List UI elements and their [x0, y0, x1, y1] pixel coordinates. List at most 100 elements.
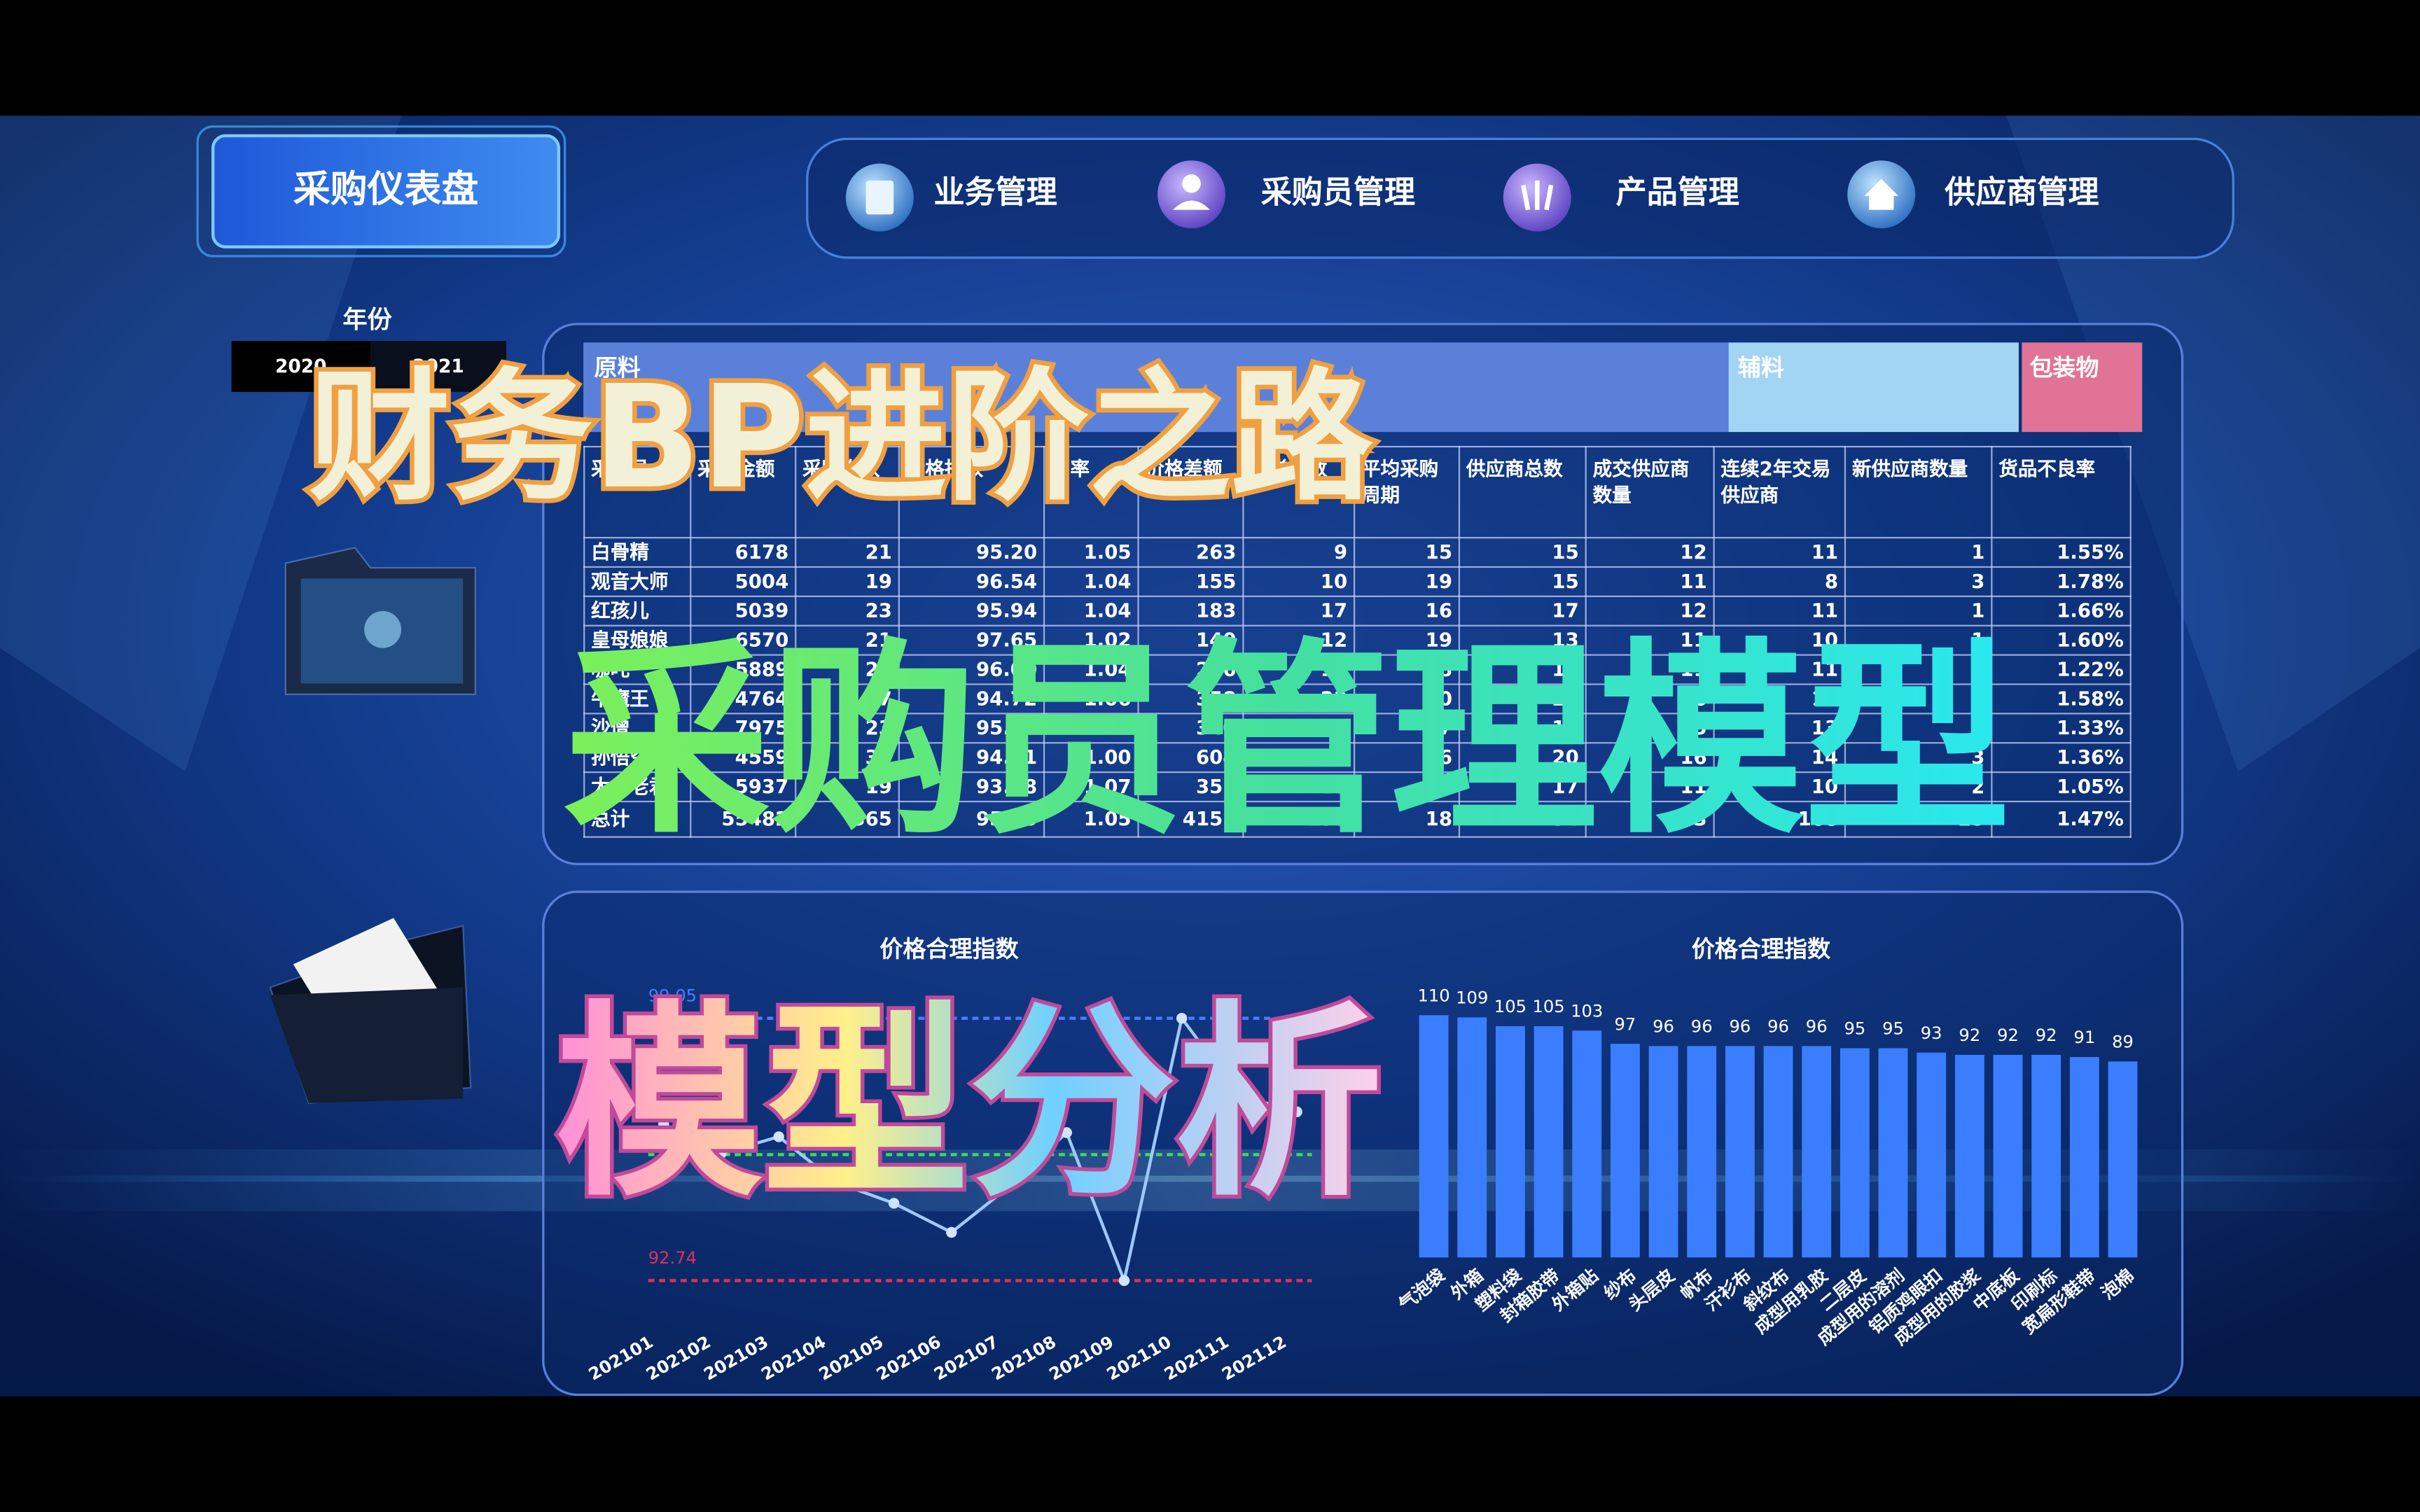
table-cell: 19	[1353, 566, 1461, 597]
value-label: 93	[1921, 1023, 1942, 1043]
line-point	[716, 1147, 727, 1159]
table-cell: 19	[795, 771, 900, 803]
table-cell: 34	[1458, 800, 1587, 838]
line-point	[1176, 1012, 1188, 1024]
table-cell: 20	[795, 654, 900, 685]
nav-icon	[1157, 160, 1226, 229]
table-cell: 12	[1585, 595, 1715, 626]
table-cell: 604	[1137, 742, 1244, 774]
value-label: 92	[2036, 1025, 2057, 1045]
table-cell: 1.05	[1043, 537, 1139, 568]
table-cell: 16	[1353, 742, 1461, 774]
table-cell: 11	[1713, 595, 1847, 626]
nav-item[interactable]: 产品管理	[1616, 175, 1739, 211]
table-cell: 1.78%	[1991, 566, 2132, 597]
table-cell: 1.05	[1043, 800, 1139, 838]
table-cell: 3	[1844, 742, 1993, 774]
table-cell: 17	[1458, 595, 1587, 626]
table-cell: 1.06	[1043, 683, 1139, 715]
column-header: 采购金额	[690, 445, 797, 539]
table-row: 红孩儿 5039 23 95.94 1.04 183 17 16 17 12 11 1 1.66%	[583, 595, 2132, 626]
table-cell: 5004	[690, 566, 797, 597]
value-label: 97	[1614, 1014, 1636, 1034]
bar	[1725, 1046, 1755, 1258]
table-cell: 2	[1844, 771, 1993, 803]
table-cell: 20	[1353, 683, 1461, 715]
nav-icon-glyph	[1864, 178, 1899, 210]
year-option[interactable]: 2021	[412, 356, 464, 377]
table-cell: 30	[795, 742, 900, 774]
column-header: 成交供应商数量	[1585, 445, 1715, 539]
nav-item[interactable]: 供应商管理	[1945, 175, 2099, 211]
line-point	[946, 1226, 957, 1238]
year-option[interactable]: 2020	[275, 356, 327, 377]
table-cell: 11	[1585, 624, 1715, 656]
value-label: 95	[1882, 1018, 1904, 1039]
table-cell: 21	[1242, 742, 1356, 774]
table-cell: 365	[795, 800, 900, 838]
light-beam	[0, 115, 402, 772]
table-cell: 15	[1458, 537, 1587, 568]
table-cell: 8	[1713, 566, 1847, 597]
table-cell: 19	[795, 566, 900, 597]
value-label: 92	[1959, 1025, 1980, 1045]
table-cell: 18	[1353, 800, 1461, 838]
table-cell: 牛魔王	[583, 683, 692, 715]
table-cell: 1.47%	[1991, 800, 2132, 838]
table-cell: 11	[1585, 654, 1715, 685]
table-cell: 沙僧	[583, 713, 692, 744]
table-cell: 6178	[690, 537, 797, 568]
table-row: 太上老君 5937 19 93.18 1.07 351 13 21 17 11 10 2 1.05%	[583, 771, 2132, 803]
table-cell: 216	[1137, 654, 1244, 685]
table-cell: 19	[1353, 624, 1461, 656]
column-header: 货品不良率	[1991, 445, 2132, 539]
line-series	[662, 1014, 1298, 1286]
buyer-table: 采购员 采购金额 采购次数 价格指数 扣率 价格差额 异常次数 平均采购周期 供应商总数 成交供应…	[583, 445, 2132, 838]
table-cell: 1.55%	[1991, 537, 2132, 568]
header-row: 采购员 采购金额 采购次数 价格指数 扣率 价格差额 异常次数 平均采购周期 供应商总数 成交供应…	[583, 445, 2132, 539]
table-row: 沙僧 7975 23 95.66 1.05 340 18 17 18 15 13 2 1.33%	[583, 713, 2132, 744]
line-point	[773, 1131, 784, 1142]
table-cell: 皇母娘娘	[583, 624, 692, 656]
table-row: 孙悟空 4559 30 94.81 1.00 604 21 16 20 16 14 3 1.36%	[583, 742, 2132, 774]
table-cell: 11	[1585, 771, 1715, 803]
table-cell: 11	[1713, 654, 1847, 685]
table-cell: 太上老君	[583, 771, 692, 803]
column-header: 平均采购周期	[1353, 445, 1461, 539]
table-cell: 17	[795, 683, 900, 715]
table-cell: 4559	[690, 742, 797, 774]
table-cell: 4155	[1137, 800, 1244, 838]
year-button[interactable]	[370, 341, 506, 392]
nav-icon-glyph	[1521, 180, 1554, 211]
table-cell: 1.33%	[1991, 713, 2132, 744]
table-cell: 18	[1458, 713, 1587, 744]
value-label: 95	[1844, 1018, 1865, 1039]
table-cell: 13	[1713, 713, 1847, 744]
year-button[interactable]	[231, 341, 370, 392]
table-cell: 1.04	[1043, 654, 1139, 685]
reference-label: 99.05	[648, 985, 697, 1005]
table-cell: 97.65	[898, 624, 1045, 656]
line-point	[888, 1198, 900, 1209]
table-cell: 4764	[690, 683, 797, 715]
table-cell: 12	[1242, 624, 1356, 656]
nav-item[interactable]: 采购员管理	[1261, 175, 1415, 211]
nav-item[interactable]: 业务管理	[933, 175, 1057, 211]
bar	[1648, 1046, 1678, 1258]
column-header: 采购员	[583, 445, 692, 539]
table-cell: 16	[1585, 683, 1715, 715]
group-label: 原料	[594, 354, 641, 381]
group-header	[583, 342, 1729, 433]
line-point	[1061, 1127, 1072, 1138]
bar	[1419, 1015, 1449, 1258]
table-cell: 1	[1844, 624, 1993, 656]
table-cell: 93.18	[898, 771, 1045, 803]
table-cell: 23	[795, 713, 900, 744]
table-cell: 2	[1844, 713, 1993, 744]
group-header	[2022, 342, 2143, 433]
table-row: 皇母娘娘 6570 21 97.65 1.02 140 12 19 13 11 10 1 1.60%	[583, 624, 2132, 656]
table-cell: 21	[795, 624, 900, 656]
table-cell: 23	[795, 595, 900, 626]
table-cell: 1.05%	[1991, 771, 2132, 803]
value-label: 96	[1691, 1016, 1713, 1036]
